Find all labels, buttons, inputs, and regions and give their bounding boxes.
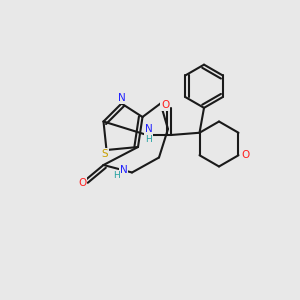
Text: H: H [113, 171, 120, 180]
Text: O: O [78, 178, 87, 188]
Text: O: O [241, 150, 249, 160]
Text: H: H [145, 135, 152, 144]
Text: S: S [102, 148, 108, 159]
Text: O: O [161, 100, 169, 110]
Text: N: N [120, 165, 128, 175]
Text: N: N [118, 93, 125, 103]
Text: N: N [145, 124, 152, 134]
